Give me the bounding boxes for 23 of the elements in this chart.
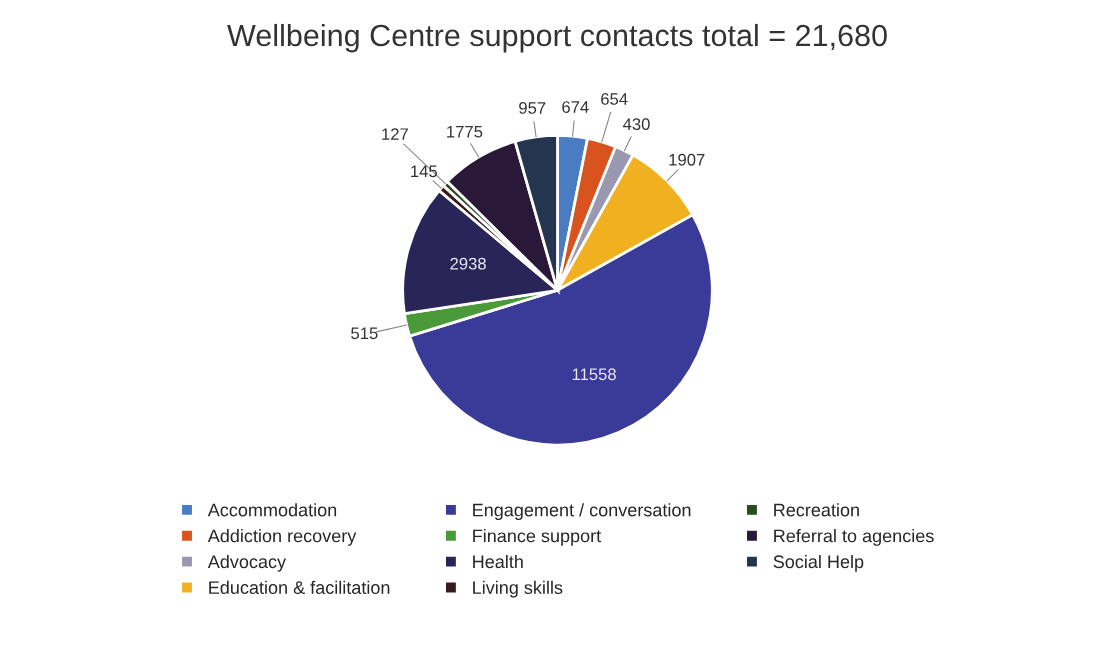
data-label: 145: [411, 165, 437, 178]
data-label: 1907: [669, 153, 705, 166]
legend-label: Accommodation: [207, 503, 337, 517]
legend-label: Engagement / conversation: [473, 503, 691, 520]
chart-title: Wellbeing Centre support contacts total = 21,680: [227, 23, 887, 53]
data-label: 127: [382, 128, 408, 140]
legend-label: Social Help: [773, 554, 864, 572]
data-label: 957: [519, 102, 546, 114]
data-label: 515: [351, 327, 378, 340]
legend-label: Addiction recovery: [207, 529, 357, 546]
data-label: 674: [562, 101, 589, 113]
legend-label: Advocacy: [207, 554, 287, 572]
data-label: 11558: [572, 368, 616, 381]
legend-label: Finance support: [473, 529, 602, 546]
legend-label: Referral to agencies: [774, 529, 934, 546]
data-label: 1775: [447, 125, 483, 138]
legend-label: Living skills: [473, 580, 563, 598]
data-label: 430: [622, 118, 650, 131]
legend-label: Health: [473, 554, 523, 569]
data-label: 2938: [450, 257, 486, 270]
data-label: 654: [601, 93, 628, 105]
legend-label: Recreation: [774, 503, 859, 517]
legend-label: Education & facilitation: [209, 580, 390, 595]
